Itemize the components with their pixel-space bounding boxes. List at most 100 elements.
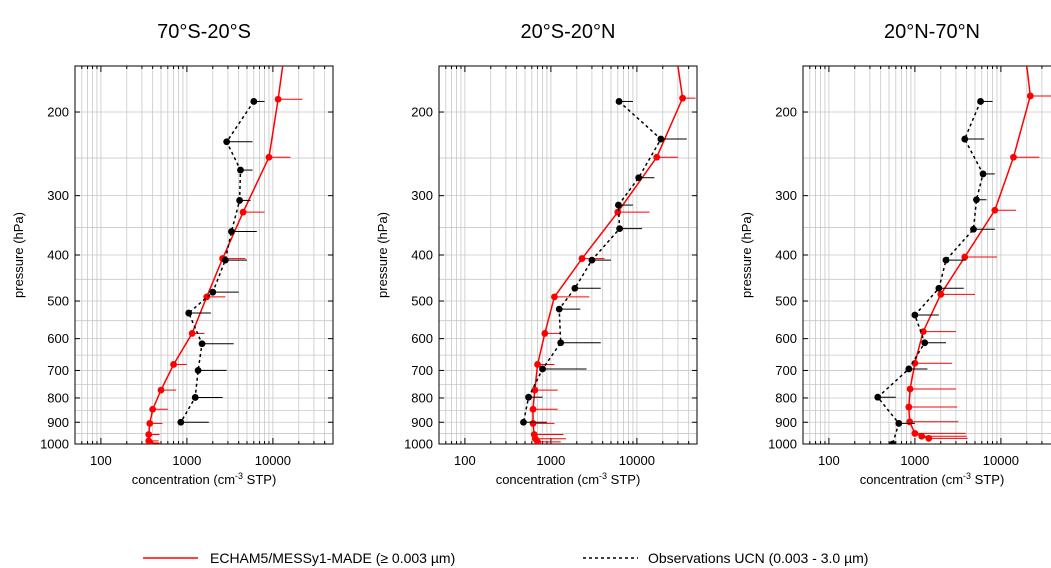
y-tick-label: 1000 [768,437,797,452]
model-point [905,403,913,411]
y-tick-label: 600 [775,331,797,346]
x-axis-label-tail: STP) [607,472,640,487]
panel-title: 20°S-20°N [521,21,616,43]
model-point [906,385,914,393]
obs-point [911,311,919,319]
obs-point [921,339,929,347]
data-layer [145,66,303,444]
x-tick-label: 10000 [619,453,655,468]
x-axis-label-tail: STP) [243,472,276,487]
model-point [578,255,586,262]
y-tick-label: 500 [775,294,797,309]
obs-point [198,340,206,348]
model-point [274,95,282,103]
x-axis-label-main: concentration (cm [132,472,235,487]
x-axis-label-main: concentration (cm [496,472,599,487]
model-series [145,66,303,444]
model-point [919,328,927,336]
y-tick-label: 1000 [404,437,433,452]
model-point [1010,153,1017,161]
y-axis-label: pressure (hPa) [739,212,754,298]
model-line [908,66,1032,440]
obs-point [616,225,624,233]
obs-point [191,394,199,401]
panel-1: 200 300 400 500 600 700 800 900 1000 100 1000 10000… [11,21,334,487]
obs-point [228,228,235,235]
y-tick-label: 900 [775,415,797,430]
obs-point [942,256,950,264]
obs-point [185,309,193,317]
model-point [937,290,945,298]
legend-obs-label: Observations UCN (0.003 - 3.0 µm) [648,550,868,566]
y-tick-label: 600 [411,331,433,346]
y-tick-label: 700 [775,363,797,378]
obs-point [237,166,244,174]
model-point [146,439,154,444]
x-axis-label: concentration (cm-3 STP) [132,471,277,487]
obs-line [522,100,662,423]
y-tick-label: 800 [47,390,69,405]
y-tick-label: 400 [411,248,433,263]
obs-point [970,225,977,233]
model-point [534,361,541,368]
model-point [961,253,969,261]
model-point [541,330,549,337]
x-tick-label: 1000 [172,453,201,468]
model-point [614,208,622,216]
obs-point [520,418,527,426]
obs-point [895,420,903,427]
x-tick-label: 10000 [255,453,291,468]
model-point [265,153,273,161]
x-tick-label: 1000 [900,453,929,468]
x-axis-label-superscript: -3 [599,471,607,481]
model-point [551,293,558,301]
model-series [905,66,1051,442]
obs-point [557,339,565,347]
obs-point [539,365,546,373]
y-tick-label: 700 [47,363,69,378]
y-tick-label: 800 [775,390,797,405]
data-layer [874,66,1051,444]
legend-model-label: ECHAM5/MESSy1-MADE (≥ 0.003 µm) [210,550,455,566]
obs-point [935,284,943,292]
model-point [534,438,541,444]
obs-point [635,174,643,182]
y-tick-label: 600 [47,331,69,346]
obs-point [889,440,896,444]
y-tick-label: 500 [47,294,69,309]
model-point [991,206,999,214]
model-point [911,430,919,437]
obs-point [615,201,622,209]
obs-point [979,170,987,178]
obs-point [874,393,882,401]
obs-point [250,98,258,105]
model-point [679,94,686,102]
x-tick-label: 100 [818,453,840,468]
x-axis-label-superscript: -3 [235,471,243,481]
model-point [529,405,537,413]
obs-series [874,98,995,444]
data-layer [520,66,696,444]
obs-point [236,197,243,204]
y-tick-label: 400 [775,248,797,263]
y-tick-label: 900 [411,415,433,430]
obs-point [223,138,231,146]
y-tick-label: 200 [411,105,433,120]
x-tick-label: 10000 [983,453,1019,468]
obs-point [977,98,984,105]
obs-series [520,98,687,426]
obs-point [615,98,623,105]
panel-2: 200 300 400 500 600 700 800 900 1000 100 1000 10000… [375,21,698,487]
y-axis-label: pressure (hPa) [375,212,390,298]
obs-point [194,367,202,374]
y-tick-label: 300 [775,188,797,203]
y-tick-label: 1000 [40,437,69,452]
x-tick-label: 1000 [536,453,565,468]
y-tick-label: 400 [47,248,69,263]
panel-title: 70°S-20°S [157,21,251,43]
obs-point [657,135,665,143]
obs-series [177,98,265,426]
obs-line [180,100,255,423]
model-point [149,405,157,413]
